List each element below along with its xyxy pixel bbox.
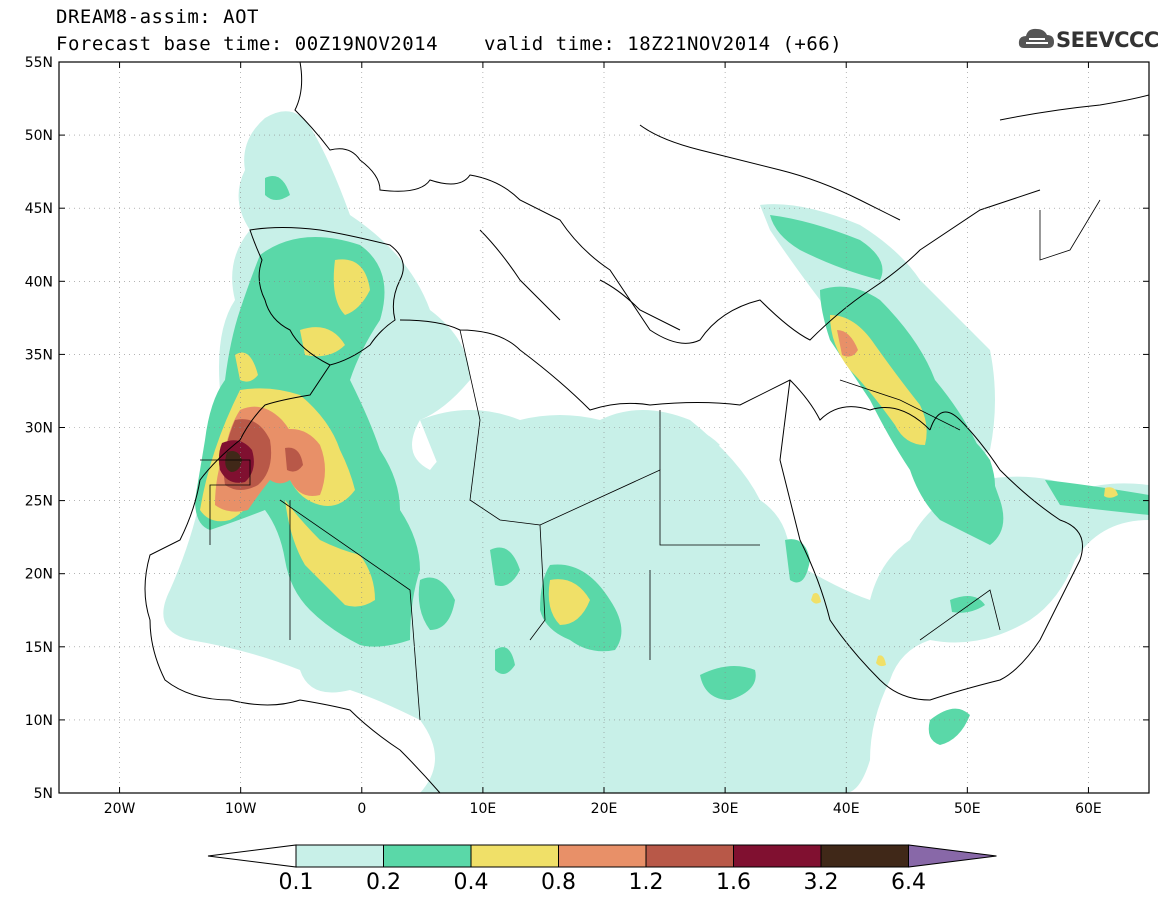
valid-time: valid time: 18Z21NOV2014 (+66) (484, 33, 843, 55)
seevccc-logo (1018, 28, 1054, 48)
lon-label: 0 (357, 801, 366, 817)
lat-label: 45N (25, 201, 53, 217)
lat-label: 5N (34, 786, 53, 802)
logo-text: SEEVCCC (1056, 28, 1159, 52)
colorbar (207, 844, 997, 868)
colorbar-box (645, 844, 734, 868)
lat-label: 10N (25, 713, 53, 729)
lon-label: 20E (591, 801, 618, 817)
colorbar-label: 0.2 (366, 870, 401, 895)
aot-field (163, 111, 1149, 793)
coastlines (144, 62, 1149, 793)
lat-label: 50N (25, 128, 53, 144)
colorbar-high-arrow (908, 844, 997, 868)
lon-label: 10E (470, 801, 497, 817)
lat-label: 15N (25, 640, 53, 656)
forecast-base-time: Forecast base time: 00Z19NOV2014 (56, 33, 439, 55)
colorbar-label: 1.6 (716, 870, 751, 895)
country-borders (200, 199, 1101, 721)
colorbar-box (733, 844, 822, 868)
aot-level-3.2 (225, 451, 242, 472)
colorbar-label: 3.2 (803, 870, 839, 895)
colorbar-box (558, 844, 647, 868)
colorbar-label: 0.4 (453, 870, 489, 895)
lat-label: 20N (25, 567, 53, 583)
lon-label: 40E (833, 801, 860, 817)
lat-label: 25N (25, 494, 53, 510)
colorbar-label: 0.8 (541, 870, 576, 895)
graticule (59, 62, 1149, 793)
lon-label: 50E (954, 801, 981, 817)
colorbar-label: 1.2 (628, 870, 664, 895)
colorbar-box (383, 844, 472, 868)
lat-label: 55N (25, 55, 53, 71)
colorbar-box (295, 844, 384, 868)
colorbar-low-arrow (207, 844, 297, 868)
axis-labels: 55N 50N 45N 40N 35N 30N 25N 20N 15N 10N 5N 20W 10W 0 1… (25, 55, 1102, 817)
map-title: DREAM8-assim: AOT (56, 6, 259, 28)
colorbar-box (470, 844, 559, 868)
lon-label: 20W (104, 801, 136, 817)
axis-ticks (59, 61, 1149, 794)
lon-label: 10W (225, 801, 257, 817)
colorbar-box (820, 844, 909, 868)
lat-label: 40N (25, 274, 53, 290)
lat-label: 30N (25, 421, 53, 437)
lat-label: 35N (25, 347, 53, 363)
colorbar-label: 6.4 (891, 870, 926, 895)
colorbar-label: 0.1 (278, 870, 314, 895)
lon-label: 60E (1075, 801, 1102, 817)
lon-label: 30E (712, 801, 739, 817)
